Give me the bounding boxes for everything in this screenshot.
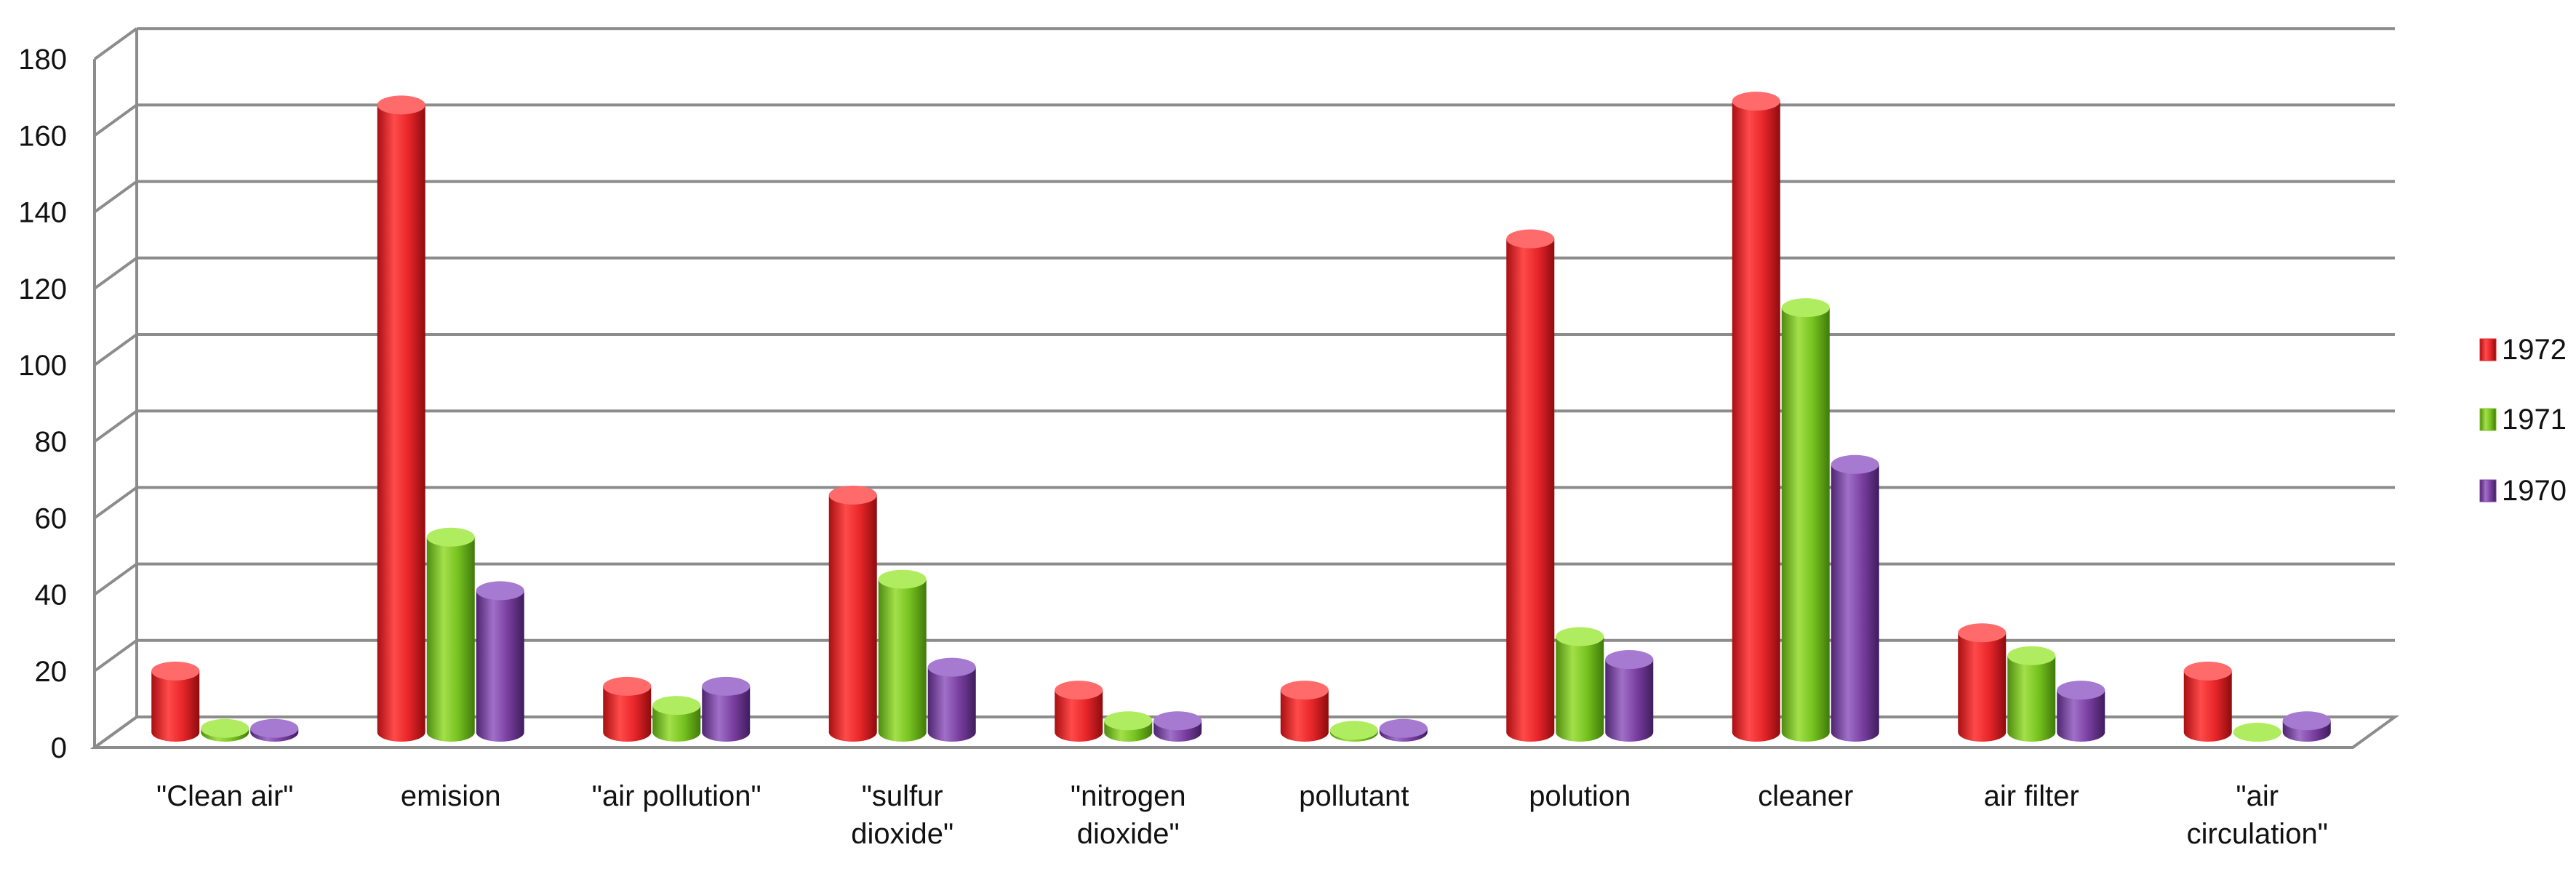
x-axis: "Clean air" emision "air pollution" "sulfur… — [156, 780, 2328, 850]
bars — [151, 92, 2331, 742]
x-tick-label: "sulfur dioxide" — [851, 780, 953, 850]
gridline-side — [93, 27, 138, 60]
bar — [1055, 681, 1103, 742]
bar — [927, 657, 976, 742]
legend-label: 1972 — [2502, 334, 2567, 366]
bar — [1153, 711, 1202, 742]
y-tick-label: 140 — [18, 197, 67, 229]
bar — [476, 581, 524, 742]
bar — [2057, 681, 2105, 742]
bar — [1831, 454, 1879, 742]
bar — [2282, 711, 2331, 742]
x-tick-label: "air pollution" — [592, 780, 761, 812]
x-tick-label: air filter — [1984, 780, 2079, 812]
bar — [603, 676, 652, 742]
x-tick-label: pollutant — [1299, 780, 1409, 812]
gridline-side — [93, 486, 138, 520]
bar — [201, 718, 249, 742]
legend-item: 1972 — [2479, 334, 2567, 366]
bar — [2007, 646, 2056, 742]
bar — [1379, 718, 1428, 742]
gridline-side — [93, 639, 138, 673]
bar — [1280, 681, 1329, 742]
y-tick-label: 180 — [18, 44, 67, 76]
legend-item: 1970 — [2479, 475, 2567, 507]
legend-swatch — [2479, 408, 2497, 431]
legend: 1972 1971 1970 — [2479, 334, 2567, 507]
legend-swatch — [2479, 479, 2497, 502]
bar — [1329, 721, 1378, 742]
gridline-side — [93, 257, 138, 290]
bar — [1556, 627, 1604, 742]
legend-label: 1971 — [2502, 404, 2567, 436]
x-tick-label: "Clean air" — [156, 780, 293, 812]
x-tick-label: "nitrogen dioxide" — [1071, 780, 1186, 850]
gridline-side — [93, 103, 138, 137]
y-tick-label: 80 — [35, 426, 68, 458]
y-tick-label: 60 — [35, 502, 68, 534]
bar — [1781, 298, 1830, 742]
y-tick-label: 100 — [18, 350, 67, 382]
bar — [652, 696, 701, 742]
x-tick-label: "air circulation" — [2187, 780, 2328, 850]
bar — [2233, 723, 2281, 742]
bar — [151, 661, 200, 742]
gridline-side — [93, 409, 138, 443]
gridline-side — [93, 180, 138, 214]
x-tick-label: cleaner — [1758, 780, 1853, 812]
y-tick-label: 40 — [35, 580, 68, 612]
gridline-side — [93, 715, 138, 749]
y-tick-label: 20 — [35, 656, 68, 688]
x-tick-label: emision — [401, 780, 501, 812]
bar — [377, 95, 425, 742]
bar — [1605, 650, 1654, 742]
x-tick-label: polution — [1529, 780, 1631, 812]
bar — [250, 718, 299, 742]
legend-item: 1971 — [2479, 404, 2567, 436]
bar — [1958, 623, 2007, 742]
y-axis: 0 20 40 60 80 100 120 140 160 180 — [18, 44, 67, 764]
bar — [1732, 92, 1780, 742]
bar — [1506, 229, 1555, 742]
y-tick-label: 160 — [18, 120, 67, 152]
gridline-side — [93, 562, 138, 596]
y-tick-label: 120 — [18, 273, 67, 305]
legend-label: 1970 — [2502, 475, 2567, 507]
bar — [1104, 711, 1153, 742]
bar — [702, 676, 751, 742]
gridline-side — [93, 333, 138, 366]
bar — [426, 527, 475, 742]
y-tick-label: 0 — [51, 732, 67, 764]
bar — [878, 569, 927, 742]
legend-swatch — [2479, 338, 2497, 361]
bar — [828, 485, 877, 742]
bar — [2183, 661, 2232, 742]
